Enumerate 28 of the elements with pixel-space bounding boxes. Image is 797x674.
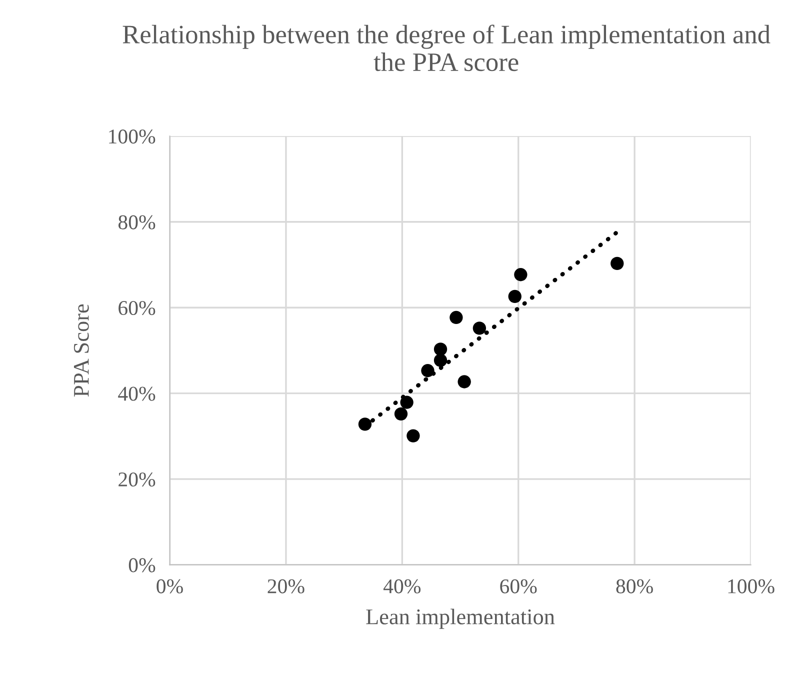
- point: [394, 407, 408, 421]
- point: [514, 268, 528, 282]
- x-axis-title: Lean implementation: [366, 608, 555, 629]
- x-tick-label: 60%: [500, 579, 537, 594]
- y-tick-label: 0%: [128, 558, 156, 572]
- point: [610, 256, 624, 270]
- chart-title: Relationship between the degree of Lean implementation and the PPA score: [122, 24, 770, 72]
- point: [421, 364, 434, 378]
- point: [358, 418, 372, 431]
- x-tick-label: 40%: [383, 579, 421, 594]
- point: [450, 310, 463, 324]
- point: [508, 290, 522, 304]
- x-tick-label: 20%: [268, 579, 304, 594]
- x-tick-label: 80%: [616, 579, 653, 594]
- y-axis-title: PPA Score: [74, 304, 89, 397]
- y-tick-label: 20%: [118, 472, 156, 487]
- point: [472, 322, 486, 335]
- y-tick-label: 40%: [118, 386, 156, 401]
- point: [458, 375, 471, 388]
- point: [434, 354, 448, 367]
- point: [406, 429, 420, 442]
- point: [400, 396, 414, 409]
- x-tick-label: 100%: [728, 579, 774, 594]
- y-tick-label: 60%: [118, 300, 156, 316]
- y-tick-label: 80%: [118, 215, 156, 230]
- point: [434, 342, 448, 356]
- x-tick-label: 0%: [156, 579, 183, 594]
- y-tick-label: 100%: [109, 130, 156, 144]
